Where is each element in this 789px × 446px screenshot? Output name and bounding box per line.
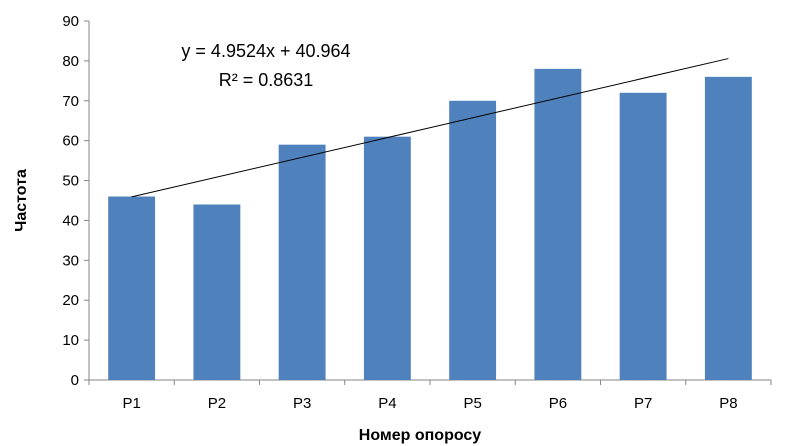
bar-p6 <box>534 68 582 380</box>
y-tick-label: 30 <box>62 252 79 269</box>
y-tick-label: 80 <box>62 53 79 70</box>
y-tick-label: 40 <box>62 212 79 229</box>
trendline-equation: y = 4.9524x + 40.964 <box>181 41 350 61</box>
trendline <box>131 58 729 198</box>
x-tick-label: P1 <box>122 395 140 412</box>
bar-p7 <box>619 92 667 381</box>
x-tick-label: P3 <box>293 395 311 412</box>
bar-p2 <box>193 204 241 380</box>
y-tick-label: 0 <box>71 372 79 389</box>
trendline-r-squared: R² = 0.8631 <box>219 70 314 90</box>
y-tick-label: 20 <box>62 292 79 309</box>
bar-p5 <box>449 100 497 381</box>
bar-p3 <box>278 144 326 380</box>
y-tick-label: 90 <box>62 13 79 30</box>
bar-p1 <box>108 196 156 380</box>
y-tick-label: 70 <box>62 93 79 110</box>
x-tick-label: P7 <box>634 395 652 412</box>
x-tick-label: P2 <box>208 395 226 412</box>
x-tick-label: P4 <box>378 395 396 412</box>
x-ticks: P1 P2 P3 P4 P5 P6 P7 P8 <box>88 380 772 412</box>
y-tick-label: 60 <box>62 133 79 150</box>
bar-p4 <box>363 136 411 380</box>
y-tick-label: 10 <box>62 332 79 349</box>
y-ticks: 0 10 20 30 40 50 60 70 80 90 <box>62 13 89 389</box>
x-tick-label: P8 <box>719 395 737 412</box>
bar-p8 <box>704 76 752 380</box>
axes <box>88 21 771 381</box>
x-tick-label: P5 <box>463 395 481 412</box>
x-axis-title: Номер опоросу <box>359 427 482 444</box>
x-tick-label: P6 <box>549 395 567 412</box>
bars <box>108 68 752 381</box>
y-axis-title: Частота <box>13 169 30 232</box>
y-tick-label: 50 <box>62 173 79 190</box>
